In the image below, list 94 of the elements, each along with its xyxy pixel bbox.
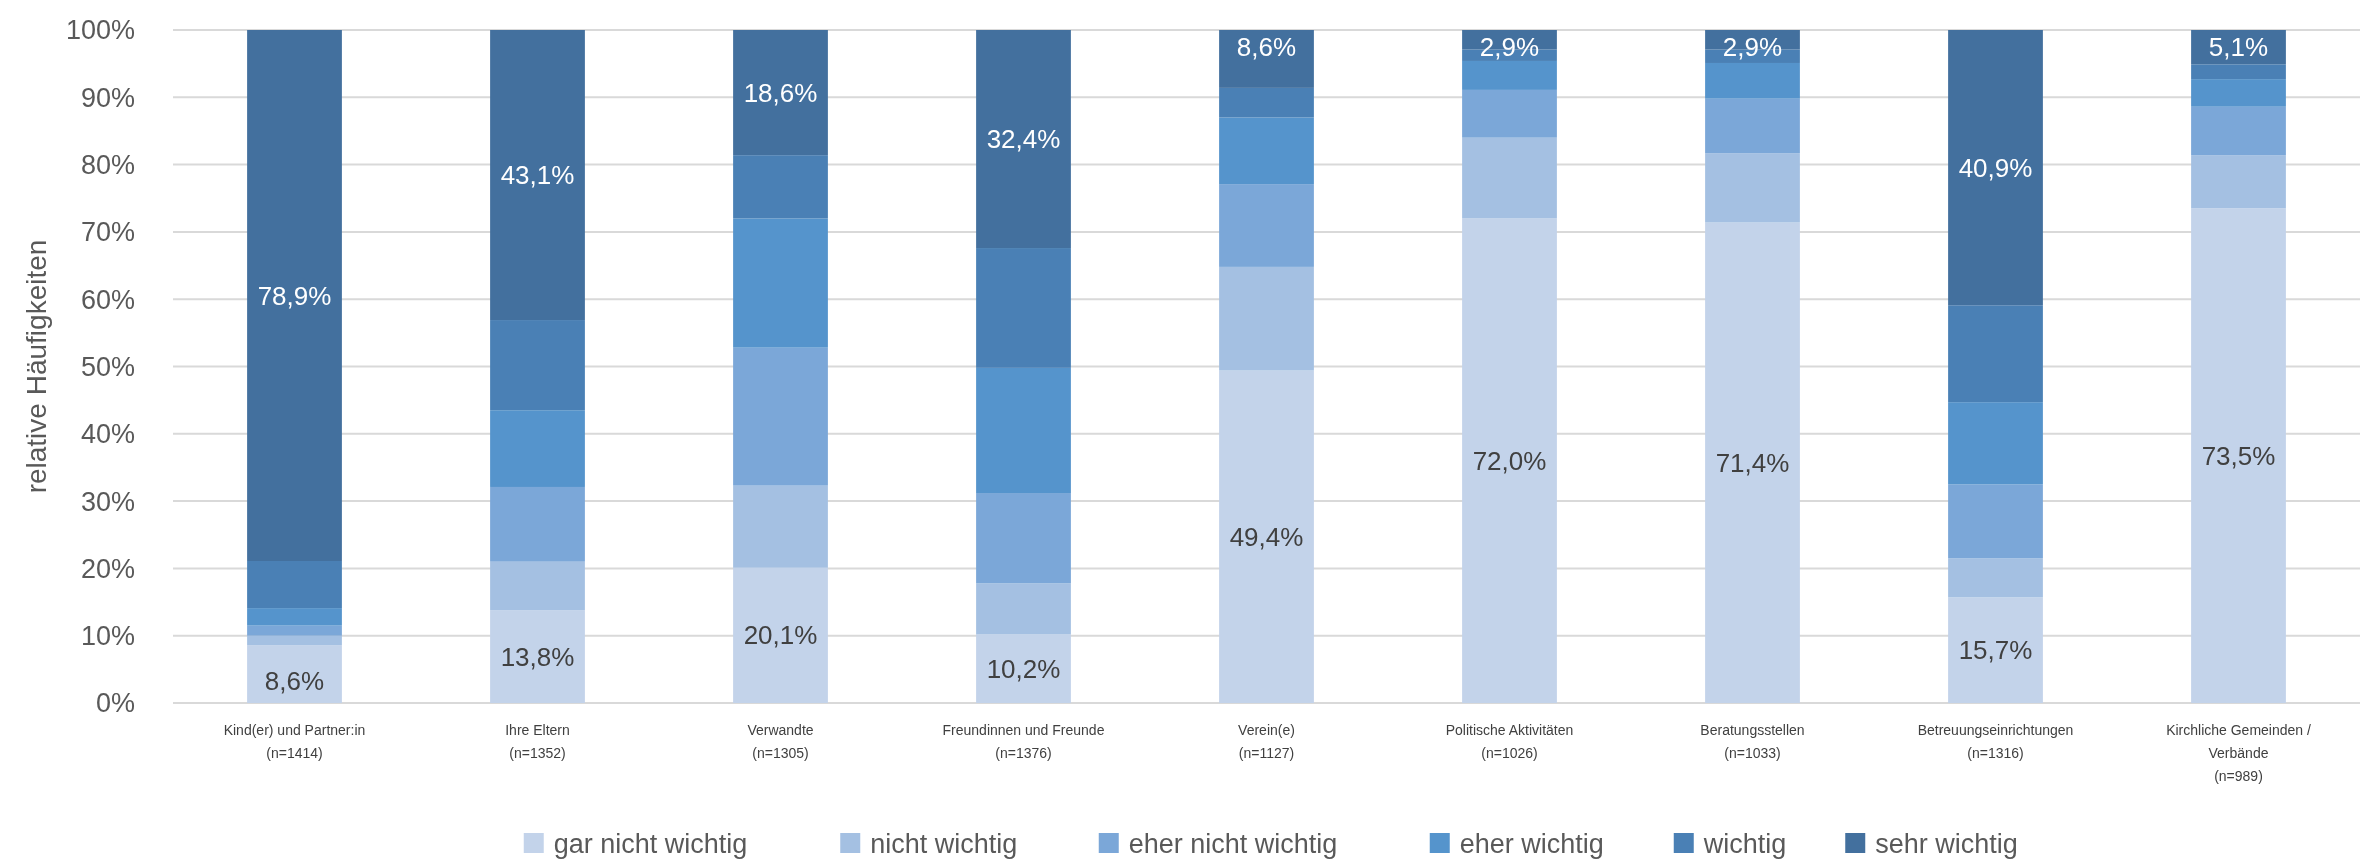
bar: [247, 30, 342, 561]
legend-label: sehr wichtig: [1875, 829, 2018, 860]
x-tick-label: Kind(er) und Partner:in (n=1414): [223, 722, 366, 761]
data-label: 73,5%: [2201, 440, 2276, 471]
y-tick-label: 20%: [80, 553, 135, 584]
bar: [2191, 79, 2286, 107]
bar: [2191, 64, 2286, 80]
bar: [976, 493, 1071, 584]
bar: [1948, 305, 2043, 403]
bar: [976, 367, 1071, 494]
bar: [247, 635, 342, 646]
legend-label: wichtig: [1702, 829, 1787, 860]
data-label: 78,9%: [257, 280, 332, 311]
bar: [1705, 62, 1800, 99]
legend-label: nicht wichtig: [870, 829, 1018, 860]
bar: [1219, 370, 1314, 703]
x-tick-label: Politische Aktivitäten (n=1026): [1445, 722, 1574, 761]
x-tick-label: Kirchliche Gemeinden / Verbände (n=989): [2166, 722, 2311, 784]
data-label: 32,4%: [986, 124, 1061, 155]
bar: [1705, 222, 1800, 703]
bar: [1219, 117, 1314, 185]
bar: [1948, 597, 2043, 703]
y-tick-label: 10%: [80, 621, 135, 652]
bar: [1462, 137, 1557, 219]
bar: [1948, 402, 2043, 485]
bar: [1705, 98, 1800, 154]
x-tick-label: Freundinnen und Freunde (n=1376): [942, 722, 1105, 761]
bar: [733, 567, 828, 703]
y-tick-label: 0%: [95, 688, 135, 719]
y-tick-label: 80%: [80, 150, 135, 181]
data-label: 72,0%: [1472, 445, 1547, 476]
x-tick-label: Betreuungseinrichtungen (n=1316): [1917, 722, 2074, 761]
y-tick-label: 90%: [80, 82, 135, 113]
legend-label: eher wichtig: [1459, 829, 1604, 860]
bar: [1462, 60, 1557, 90]
x-tick-label: Verwandte (n=1305): [747, 722, 814, 761]
x-tick-label: Verein(e) (n=1127): [1238, 722, 1295, 761]
data-label: 43,1%: [500, 160, 575, 191]
bar: [1948, 558, 2043, 598]
bar: [2191, 208, 2286, 703]
bar: [490, 610, 585, 703]
bar: [1948, 30, 2043, 306]
bar: [1219, 87, 1314, 118]
bar: [733, 30, 828, 156]
bar: [247, 625, 342, 636]
data-label: 71,4%: [1715, 447, 1790, 478]
bar: [733, 218, 828, 348]
data-label: 5,1%: [2208, 32, 2269, 63]
bar: [490, 410, 585, 487]
data-label: 20,1%: [743, 620, 818, 651]
data-label: 8,6%: [264, 666, 325, 697]
x-tick-label: Beratungsstellen (n=1033): [1700, 722, 1805, 761]
bar: [490, 486, 585, 562]
bar: [733, 485, 828, 568]
bar: [1948, 484, 2043, 559]
data-label: 18,6%: [743, 77, 818, 108]
data-label: 8,6%: [1236, 32, 1297, 63]
legend-label: gar nicht wichtig: [553, 829, 748, 860]
data-label: 2,9%: [1479, 32, 1540, 63]
data-label: 40,9%: [1958, 152, 2033, 183]
y-tick-label: 50%: [80, 351, 135, 382]
bar: [976, 634, 1071, 703]
bar: [1462, 218, 1557, 703]
legend-label: eher nicht wichtig: [1128, 829, 1338, 860]
data-label: 10,2%: [986, 653, 1061, 684]
bar: [733, 155, 828, 219]
bar: [976, 30, 1071, 249]
data-label: 13,8%: [500, 641, 575, 672]
bar: [1462, 89, 1557, 138]
data-label: 49,4%: [1229, 521, 1304, 552]
data-label: 2,9%: [1722, 32, 1783, 63]
bar: [976, 583, 1071, 635]
bar: [247, 561, 342, 609]
bar: [490, 320, 585, 411]
y-tick-label: 60%: [80, 284, 135, 315]
y-tick-label: 30%: [80, 486, 135, 517]
y-axis-title: relative Häufigkeiten: [21, 239, 52, 494]
bar: [976, 248, 1071, 368]
bar: [490, 30, 585, 321]
y-tick-label: 70%: [80, 217, 135, 248]
bar: [1219, 30, 1314, 88]
bar: [247, 608, 342, 626]
y-tick-label: 100%: [65, 15, 135, 46]
bar: [1705, 153, 1800, 223]
bar: [1219, 184, 1314, 267]
y-tick-label: 40%: [80, 419, 135, 450]
x-tick-label: Ihre Eltern (n=1352): [505, 722, 570, 761]
bar: [1219, 266, 1314, 371]
bar: [2191, 155, 2286, 209]
bar: [2191, 106, 2286, 156]
bar: [490, 561, 585, 611]
data-label: 15,7%: [1958, 635, 2033, 666]
bar: [733, 347, 828, 486]
bar: [247, 645, 342, 703]
